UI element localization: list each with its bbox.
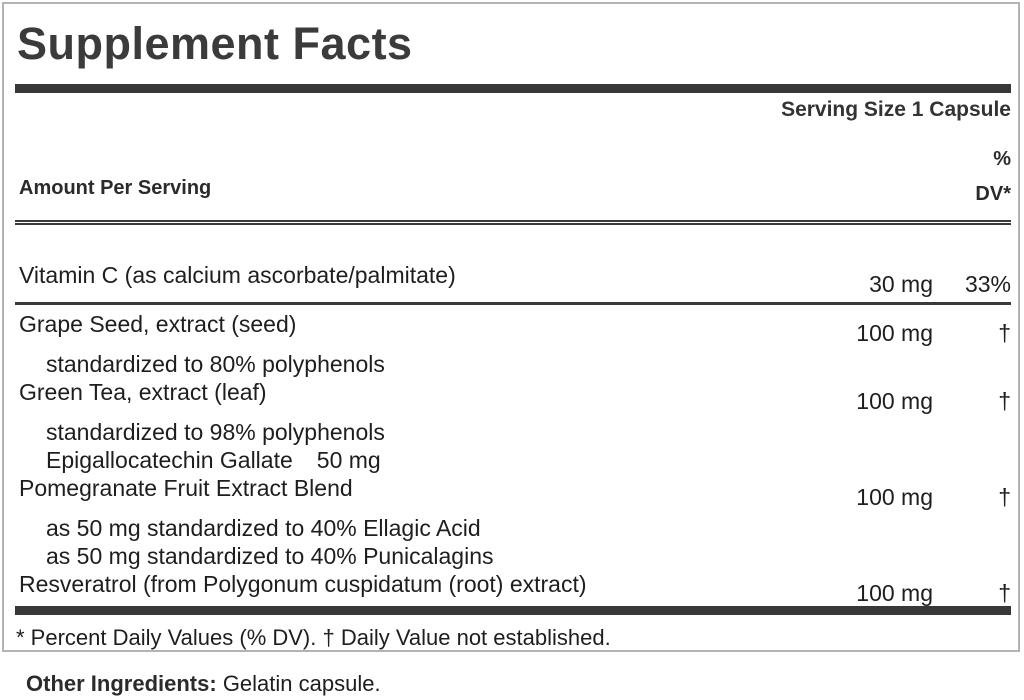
- amount-per-serving-header: Amount Per Serving: [19, 177, 212, 199]
- percent-dv-header-line2: DV*: [975, 183, 1011, 205]
- daily-value-footnote: * Percent Daily Values (% DV). † Daily V…: [16, 625, 611, 650]
- ingredient-amount: 100 mg: [856, 320, 933, 346]
- table-row: Grape Seed, extract (seed) 100 mg † stan…: [15, 305, 1011, 378]
- other-ingredients-value: Gelatin capsule.: [222, 671, 381, 696]
- ingredient-name: Resveratrol (from Polygonum cuspidatum (…: [19, 571, 587, 597]
- serving-size: Serving Size 1 Capsule: [781, 98, 1011, 121]
- ingredient-dv: †: [998, 320, 1011, 346]
- percent-dv-header: % DV*: [975, 142, 1011, 212]
- table-row: Pomegranate Fruit Extract Blend 100 mg †…: [15, 474, 1011, 570]
- ingredient-dv: †: [998, 580, 1011, 606]
- ingredient-amount: 100 mg: [856, 484, 933, 510]
- table-row: Vitamin C (as calcium ascorbate/palmitat…: [15, 225, 1011, 305]
- table-row: Green Tea, extract (leaf) 100 mg † stand…: [15, 378, 1011, 474]
- ingredient-dv: †: [998, 388, 1011, 414]
- percent-dv-header-line1: %: [993, 148, 1011, 170]
- supplement-facts-panel: Supplement Facts Serving Size 1 Capsule …: [2, 2, 1020, 652]
- ingredient-dv: 33%: [964, 271, 1011, 297]
- subline-amount: 50 mg: [316, 447, 381, 473]
- table-row: Resveratrol (from Polygonum cuspidatum (…: [15, 570, 1011, 606]
- divider-thick-top: [15, 84, 1011, 93]
- ingredient-subline: standardized to 98% polyphenols: [46, 419, 385, 445]
- ingredient-subline: as 50 mg standardized to 40% Ellagic Aci…: [46, 515, 481, 541]
- ingredient-subline: Epigallocatechin Gallate 50 mg: [15, 446, 1011, 474]
- other-ingredients-label: Other Ingredients:: [26, 671, 217, 696]
- ingredient-amount: 30 mg: [869, 271, 933, 297]
- ingredient-subline: standardized to 80% polyphenols: [46, 351, 385, 377]
- ingredient-amount: 100 mg: [856, 580, 933, 606]
- ingredient-subline: as 50 mg standardized to 40% Punicalagin…: [46, 543, 494, 569]
- subline-text: Epigallocatechin Gallate: [46, 447, 293, 473]
- ingredient-dv: †: [998, 484, 1011, 510]
- table-header-row: Amount Per Serving % DV*: [15, 142, 1011, 220]
- ingredient-name: Vitamin C (as calcium ascorbate/palmitat…: [19, 262, 456, 288]
- ingredient-table: Vitamin C (as calcium ascorbate/palmitat…: [15, 225, 1011, 606]
- ingredient-name: Green Tea, extract (leaf): [19, 379, 267, 405]
- divider-thick-bottom: [15, 606, 1011, 615]
- other-ingredients: Other Ingredients: Gelatin capsule.: [26, 671, 381, 697]
- ingredient-name: Grape Seed, extract (seed): [19, 311, 297, 337]
- ingredient-name: Pomegranate Fruit Extract Blend: [19, 475, 353, 501]
- ingredient-amount: 100 mg: [856, 388, 933, 414]
- panel-title: Supplement Facts: [17, 18, 413, 69]
- header-divider: [15, 220, 1011, 225]
